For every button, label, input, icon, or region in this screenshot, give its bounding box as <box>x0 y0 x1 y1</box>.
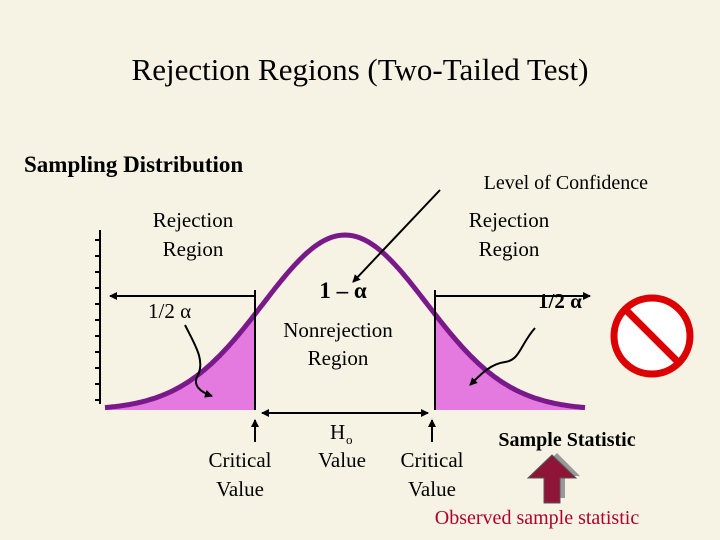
axis-ticks <box>95 239 100 401</box>
no-symbol-slash <box>622 306 682 366</box>
arrow <box>184 324 213 398</box>
left-tail <box>105 314 255 410</box>
label: 1/2 α <box>148 299 191 323</box>
label: H <box>330 420 345 444</box>
label: Critical <box>401 448 464 472</box>
label: Value <box>318 448 366 472</box>
distribution-drawing <box>104 232 586 411</box>
label: Region <box>308 346 369 370</box>
label: 1 – α <box>319 278 367 303</box>
label: Level of Confidence <box>484 172 648 194</box>
arrow <box>352 189 441 283</box>
heading: Sampling Distribution <box>24 152 243 177</box>
title: Rejection Regions (Two-Tailed Test) <box>132 52 589 87</box>
label: Observed sample statistic <box>435 507 640 529</box>
label: Rejection <box>153 208 234 232</box>
label: 1/2 α <box>538 289 582 313</box>
right-tail <box>435 314 585 410</box>
label: Sample Statistic <box>498 429 635 451</box>
label: Region <box>163 237 224 261</box>
observed-arrow <box>526 454 578 504</box>
arrow <box>469 327 536 386</box>
label: Region <box>479 237 540 261</box>
distribution-curve <box>104 232 586 411</box>
label: o <box>346 432 353 447</box>
label: Value <box>216 477 264 501</box>
label: Rejection <box>469 208 550 232</box>
label: Critical <box>209 448 272 472</box>
label: Value <box>408 477 456 501</box>
label: Nonrejection <box>283 318 393 342</box>
